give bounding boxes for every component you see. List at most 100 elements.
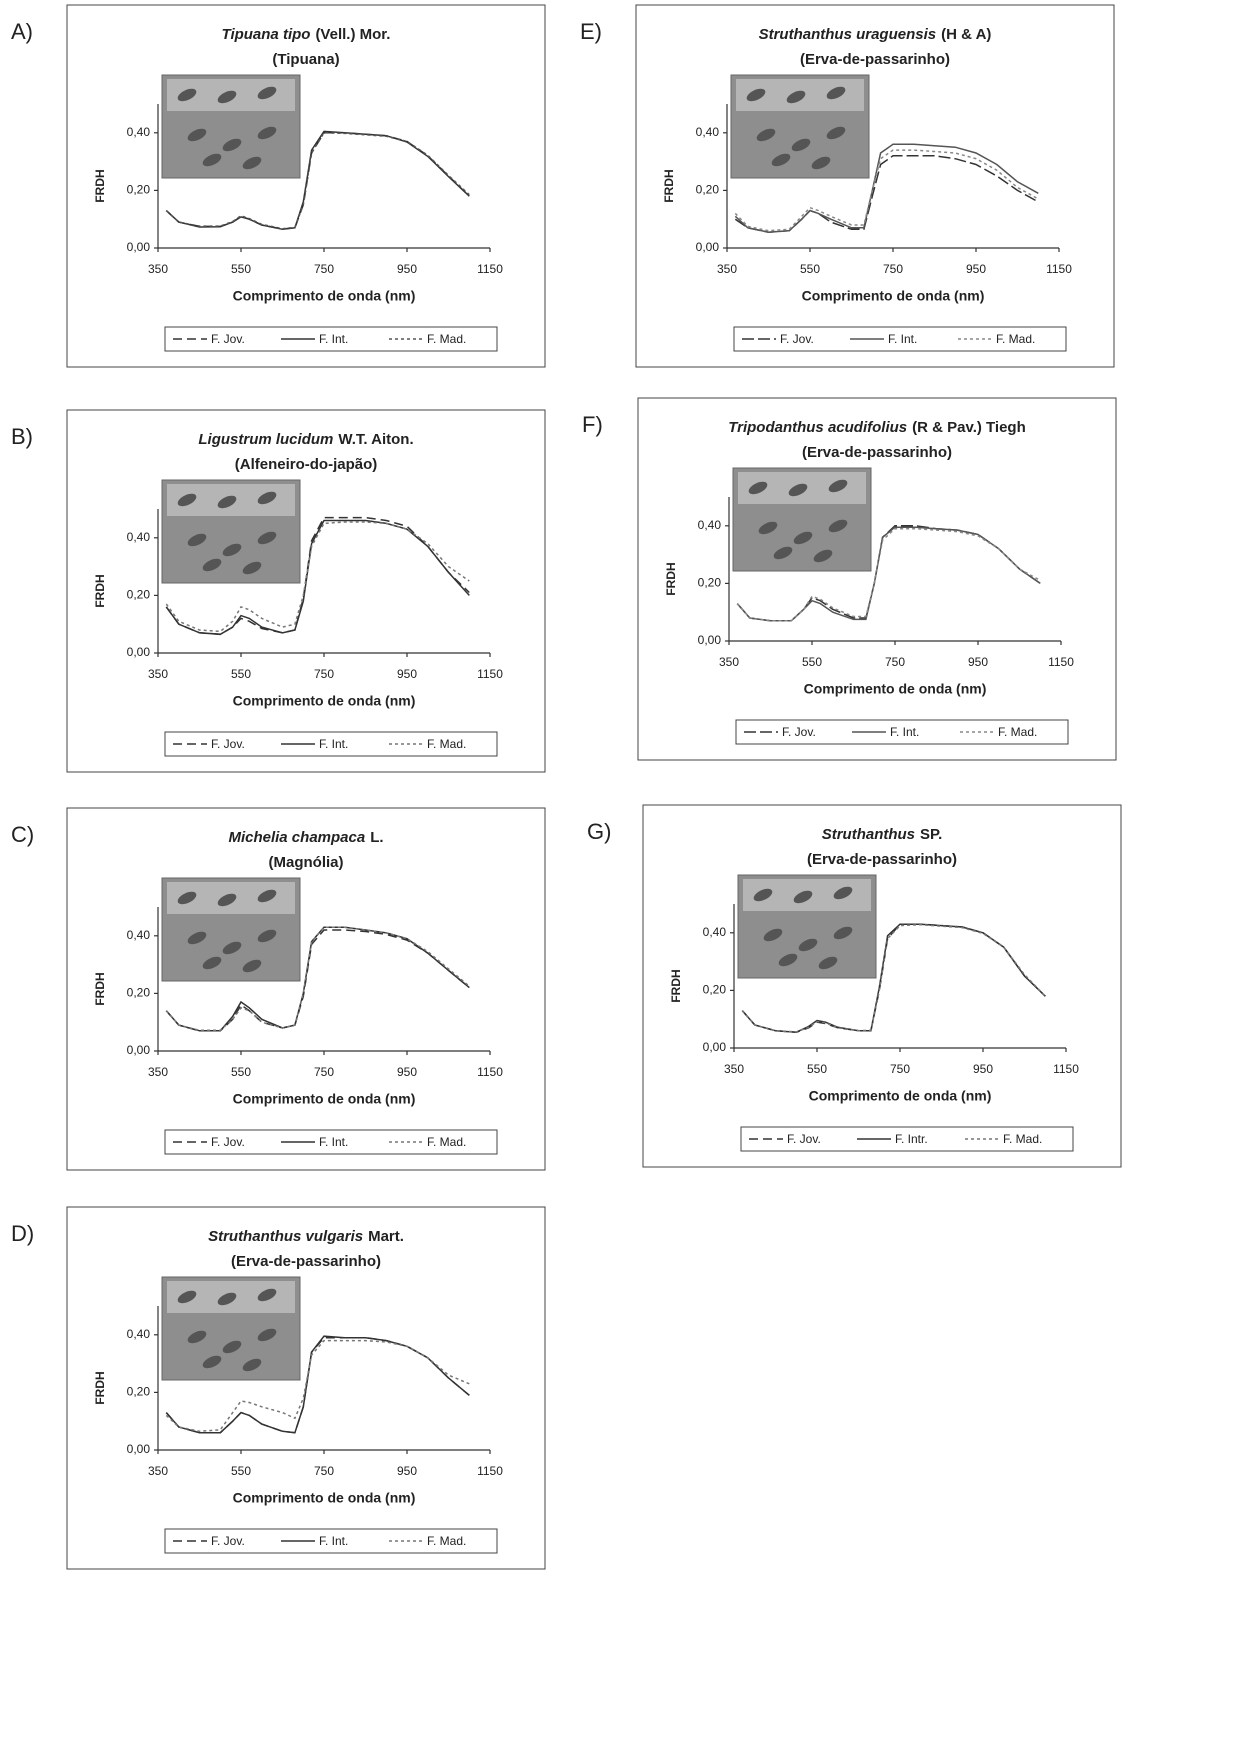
panel-label: C) [11,822,34,847]
leaf [788,483,808,497]
legend-label: F. Mad. [427,1534,466,1548]
legend-label: F. Jov. [782,725,816,739]
leaf [786,90,806,104]
leaf [778,953,798,967]
x-tick-label: 950 [397,262,417,276]
y-tick-label: 0,40 [127,928,151,942]
leaf [753,888,773,902]
y-axis-label: FRDH [93,169,107,202]
legend-label: F. Mad. [427,737,466,751]
title-species: Struthanthus [822,826,915,843]
x-tick-label: 550 [231,1464,251,1478]
y-tick-label: 0,00 [703,1040,727,1054]
y-tick-label: 0,40 [696,125,720,139]
title-species: Tripodanthus acudifolius [728,419,907,436]
x-tick-label: 350 [148,1464,168,1478]
x-tick-label: 750 [883,262,903,276]
x-tick-label: 350 [148,1065,168,1079]
x-axis-label: Comprimento de onda (nm) [233,288,416,304]
legend-frame [164,731,498,757]
legend-frame [733,326,1067,352]
x-tick-label: 950 [973,1062,993,1076]
panel-label: E) [580,19,602,44]
legend: F. Jov. F. Int. F. Mad. [164,326,498,352]
chart-subtitle: (Erva-de-passarinho) [231,1253,381,1270]
leaf [177,88,197,102]
chart-subtitle: (Erva-de-passarinho) [802,444,952,461]
chart-title: Tripodanthus acudifolius (R & Pav.) Tiegh [728,419,1026,436]
x-tick-label: 1150 [477,1065,503,1079]
legend-label: F. Intr. [895,1132,928,1146]
leaf [177,493,197,507]
x-tick-label: 1150 [1053,1062,1079,1076]
leaf [222,138,242,152]
leaf [818,956,838,970]
chart-title: Ligustrum lucidum W.T. Aiton. [198,431,413,448]
panel-label: F) [582,412,603,437]
x-tick-label: 950 [968,655,988,669]
leaf [217,1292,237,1306]
leaf [257,531,277,545]
leaf [833,926,853,940]
title-author: (Vell.) Mor. [315,26,390,43]
x-tick-label: 550 [802,655,822,669]
x-tick-label: 550 [800,262,820,276]
y-tick-label: 0,00 [696,240,720,254]
leaf [187,1330,207,1344]
x-tick-label: 750 [314,1464,334,1478]
chart-panel: Tipuana tipo (Vell.) Mor. (Tipuana) 0,00 0,2… [66,4,546,368]
leaf [217,495,237,509]
leaf [828,479,848,493]
panel-label: D) [11,1221,34,1246]
leaf [202,956,222,970]
panel-frame [66,807,546,1171]
leaf [746,88,766,102]
leaf [257,929,277,943]
chart-panel: Michelia champaca L. (Magnólia) 0,00 0,20 0,4… [66,807,546,1171]
leaf [257,86,277,100]
leaf [222,941,242,955]
legend-frame [164,1528,498,1554]
legend-label: F. Mad. [427,332,466,346]
x-tick-label: 1150 [477,667,503,681]
legend-label: F. Mad. [1003,1132,1042,1146]
x-tick-label: 750 [890,1062,910,1076]
y-tick-label: 0,40 [698,518,722,532]
x-tick-label: 1150 [1048,655,1074,669]
y-tick-label: 0,00 [127,240,151,254]
x-tick-label: 1150 [1046,262,1072,276]
y-axis-label: FRDH [93,574,107,607]
x-tick-label: 750 [314,1065,334,1079]
leaf [217,90,237,104]
y-axis-label: FRDH [93,1371,107,1404]
leaf [257,491,277,505]
chart-panel: Struthanthus vulgaris Mart. (Erva-de-passa… [66,1206,546,1570]
x-tick-label: 950 [397,1464,417,1478]
title-author: W.T. Aiton. [338,431,413,448]
legend-label: F. Int. [890,725,919,739]
leaf-photo [161,1276,301,1381]
y-axis-label: FRDH [662,169,676,202]
chart-panel: Ligustrum lucidum W.T. Aiton. (Alfeneiro-d… [66,409,546,773]
chart-panel: Tripodanthus acudifolius (R & Pav.) Tiegh… [637,397,1117,761]
leaf [257,1328,277,1342]
series-line [165,1339,470,1433]
y-tick-label: 0,20 [698,576,722,590]
leaf [771,153,791,167]
panel-label: A) [11,19,33,44]
title-author: (R & Pav.) Tiegh [912,419,1026,436]
legend: F. Jov. F. Int. F. Mad. [735,719,1069,745]
chart-title: Struthanthus SP. [822,826,943,843]
y-tick-label: 0,40 [127,125,151,139]
leaf [811,156,831,170]
legend-label: F. Mad. [427,1135,466,1149]
x-axis-label: Comprimento de onda (nm) [802,288,985,304]
legend: F. Jov. F. Int. F. Mad. [164,1129,498,1155]
y-tick-label: 0,20 [703,983,727,997]
x-tick-label: 750 [314,667,334,681]
x-tick-label: 550 [231,262,251,276]
x-tick-label: 1150 [477,1464,503,1478]
x-tick-label: 350 [717,262,737,276]
leaf [813,549,833,563]
